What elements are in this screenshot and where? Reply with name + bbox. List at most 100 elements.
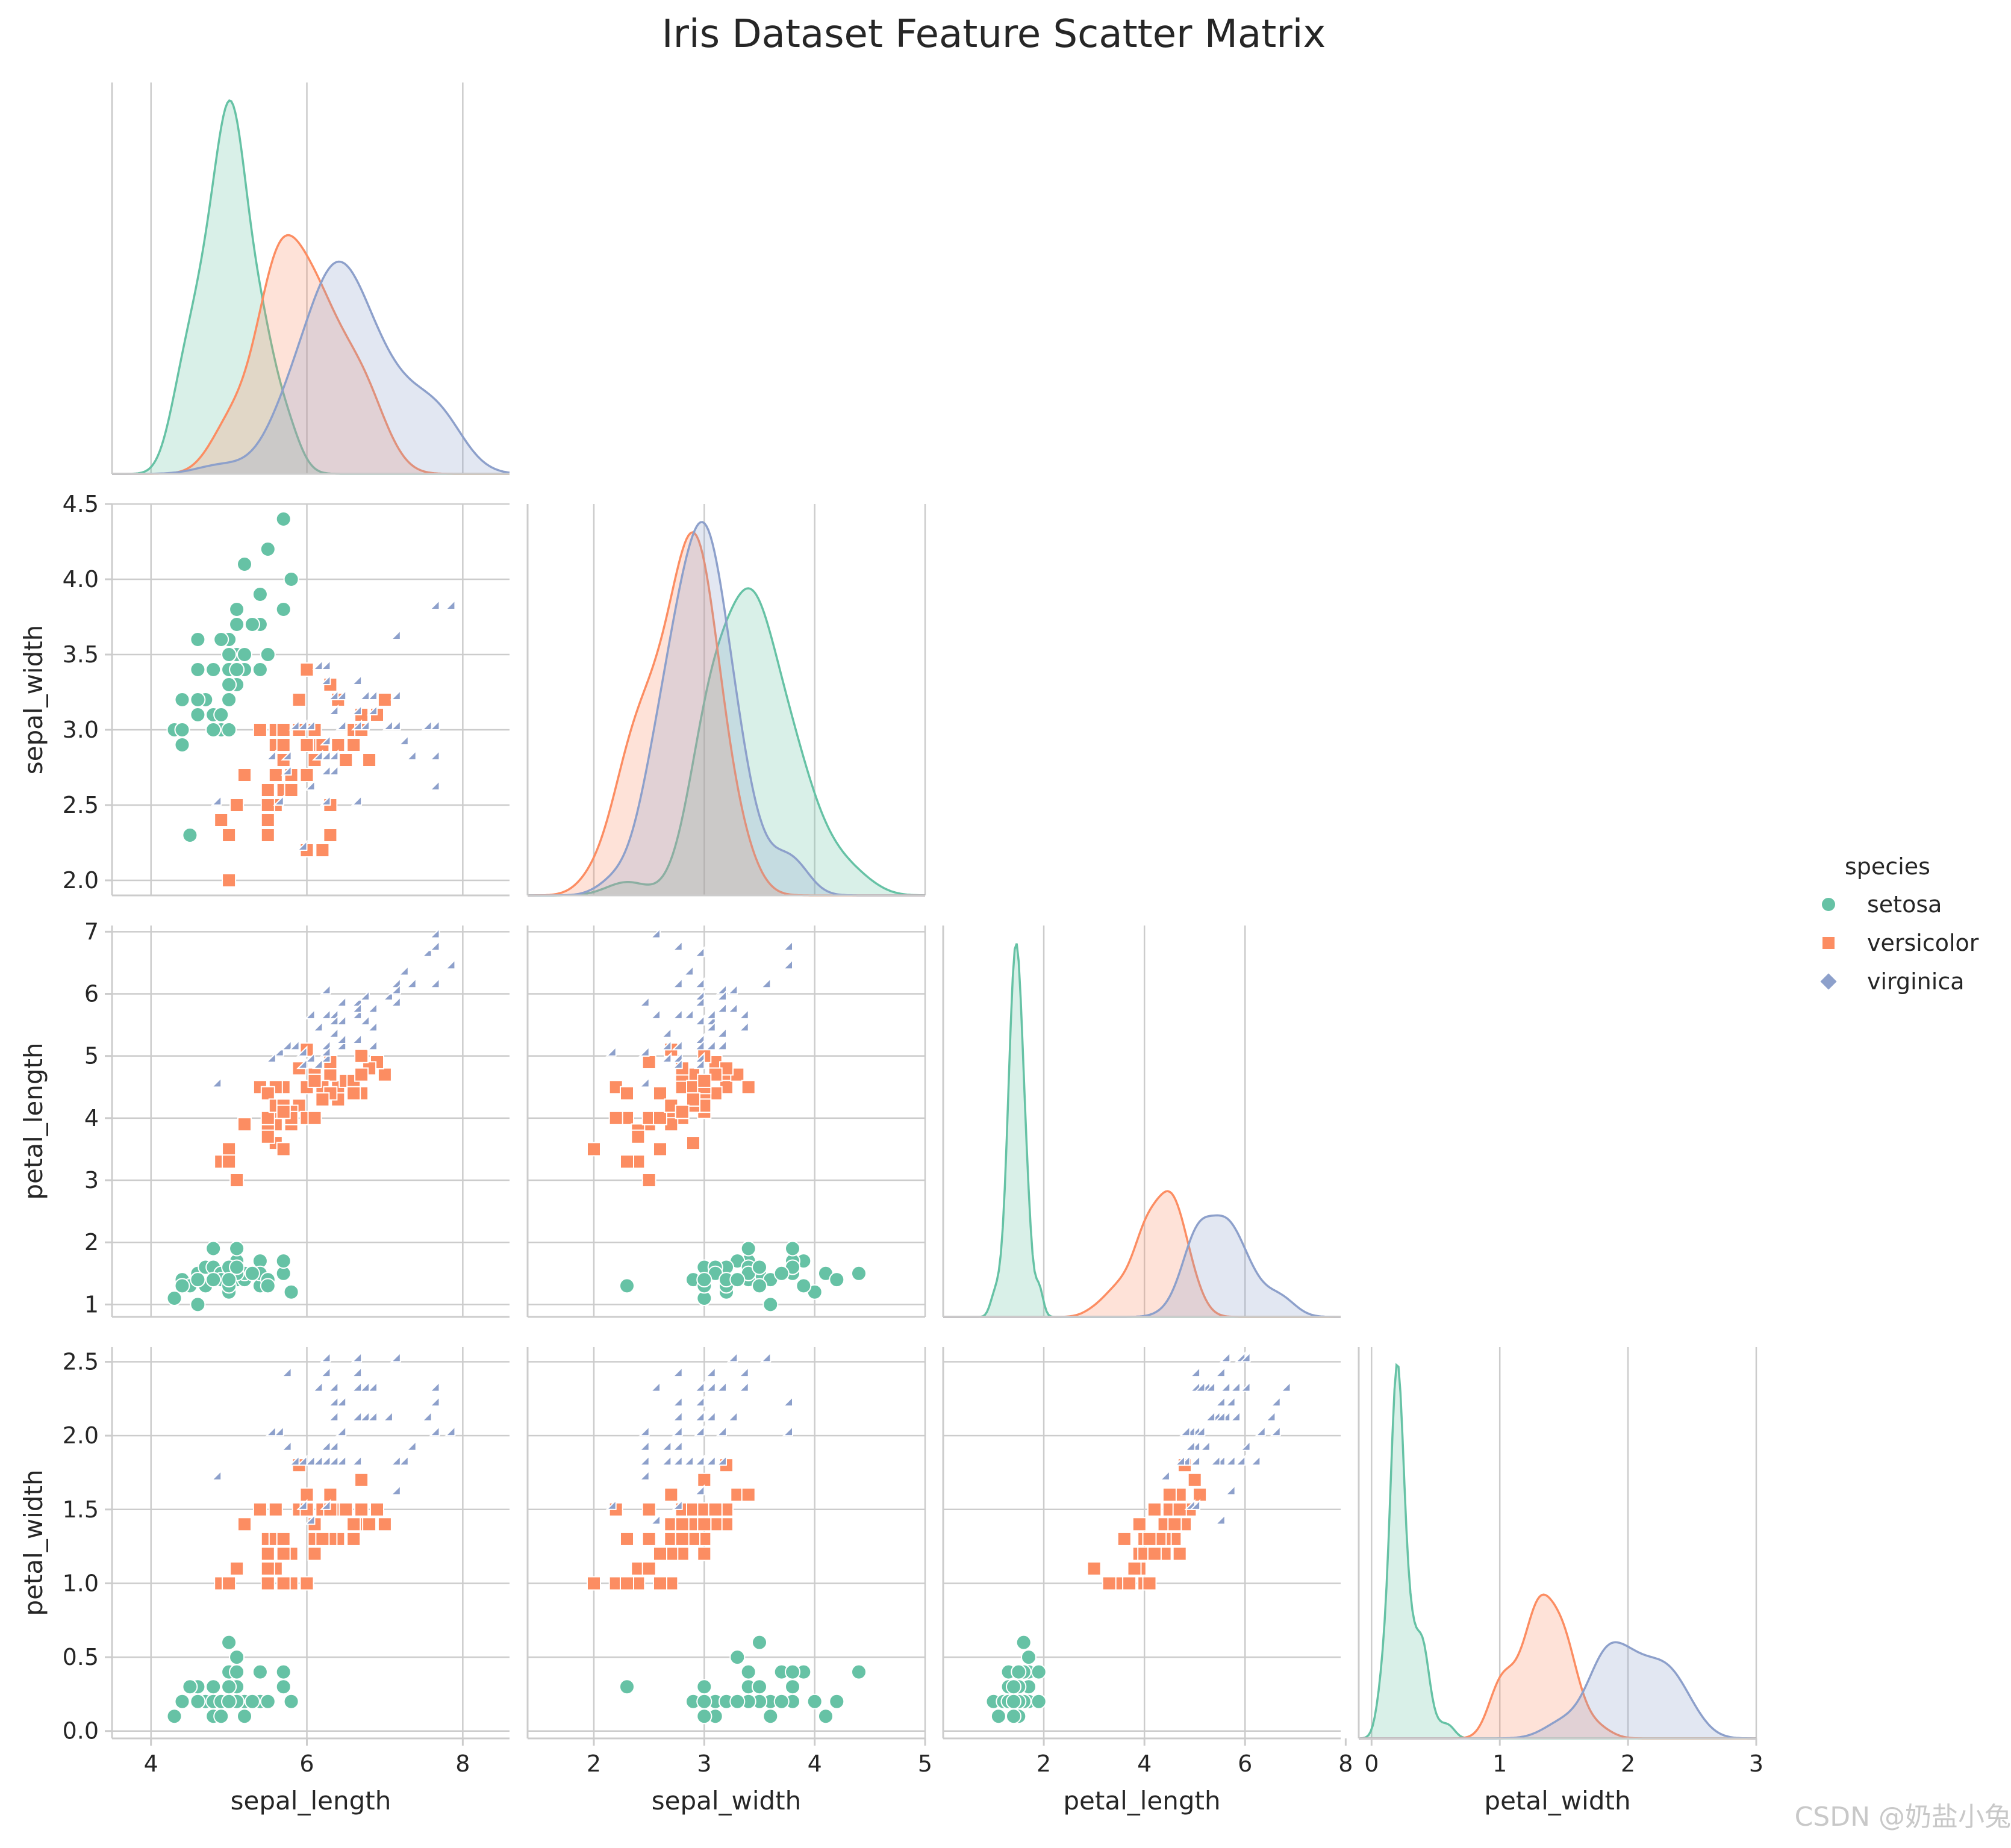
point-setosa [619, 1278, 635, 1294]
point-setosa [229, 662, 245, 677]
point-virginica [660, 1440, 672, 1451]
point-virginica [327, 1410, 339, 1422]
point-versicolor [697, 1073, 712, 1088]
point-virginica [366, 704, 378, 716]
point-virginica [382, 989, 393, 1001]
point-versicolor [299, 1576, 314, 1591]
point-virginica [296, 1454, 308, 1466]
point-setosa [205, 1272, 222, 1288]
point-virginica [693, 1425, 705, 1437]
point-virginica [351, 1033, 363, 1045]
point-virginica [405, 749, 417, 761]
point-setosa [1006, 1679, 1021, 1695]
point-setosa [1006, 1708, 1021, 1725]
point-setosa [762, 1708, 779, 1725]
point-versicolor [675, 1531, 690, 1546]
point-virginica [319, 659, 331, 671]
point-versicolor [237, 1117, 252, 1132]
panel-sepal_length-vs-sepal_length [111, 82, 510, 475]
point-versicolor [686, 1136, 700, 1151]
point-versicolor [276, 1104, 291, 1119]
panel-petal_length-vs-petal_length [942, 926, 1341, 1318]
point-virginica [429, 977, 440, 989]
point-virginica [319, 1351, 331, 1363]
point-versicolor [315, 843, 330, 857]
y-tick-label: 2.0 [63, 1422, 99, 1449]
point-setosa [1030, 1664, 1047, 1680]
y-tick-label: 5 [84, 1043, 99, 1069]
point-versicolor [299, 662, 314, 677]
point-virginica [358, 989, 370, 1001]
kde-line-virginica [112, 260, 510, 475]
point-virginica [705, 1366, 716, 1378]
point-virginica [398, 1454, 409, 1466]
point-versicolor [323, 1067, 338, 1082]
point-setosa [190, 662, 206, 677]
point-virginica [327, 689, 339, 701]
point-virginica [304, 1051, 316, 1063]
point-setosa [283, 571, 299, 587]
point-setosa [275, 602, 292, 617]
point-virginica [672, 1008, 683, 1019]
point-virginica [390, 1484, 401, 1496]
point-versicolor [741, 1487, 756, 1502]
point-versicolor [631, 1129, 646, 1144]
point-setosa [205, 722, 222, 738]
point-virginica [358, 1014, 370, 1026]
point-virginica [210, 1469, 222, 1481]
point-setosa [229, 1240, 245, 1257]
point-versicolor [741, 1080, 756, 1095]
point-virginica [1239, 1351, 1251, 1363]
point-virginica [1214, 1366, 1226, 1378]
point-virginica [351, 1454, 363, 1466]
point-virginica [366, 1381, 378, 1392]
panel-petal_length-vs-sepal_length: 1 2 3 4 5 6 7 petal_length [19, 918, 510, 1318]
point-versicolor [276, 1546, 291, 1561]
point-versicolor [708, 1502, 723, 1517]
y-tick-label: 1.5 [63, 1496, 99, 1523]
point-virginica [311, 1020, 323, 1032]
point-versicolor [331, 738, 346, 752]
panel-petal_width-vs-petal_length: 2 4 6 8 petal_length [942, 1347, 1353, 1815]
point-versicolor [346, 1086, 361, 1101]
x-tick-label: 2 [1037, 1750, 1051, 1777]
point-virginica [444, 1425, 456, 1437]
point-setosa [166, 1290, 182, 1306]
point-versicolor [1147, 1502, 1162, 1517]
point-virginica [716, 1425, 728, 1437]
point-virginica [265, 749, 276, 761]
point-virginica [1229, 1410, 1241, 1422]
point-setosa [1030, 1693, 1047, 1710]
point-virginica [1214, 1395, 1226, 1407]
point-virginica [429, 779, 440, 791]
point-setosa [190, 707, 206, 723]
kde-fill-virginica [112, 261, 510, 474]
point-versicolor [370, 1502, 384, 1517]
point-setosa [818, 1708, 834, 1725]
point-versicolor [653, 1142, 667, 1157]
point-versicolor [299, 1487, 314, 1502]
point-virginica [660, 1039, 672, 1051]
point-setosa [762, 1296, 779, 1313]
point-versicolor [641, 1561, 656, 1576]
point-setosa [237, 1708, 252, 1725]
point-virginica [693, 1454, 705, 1466]
point-virginica [429, 719, 440, 731]
legend-item-setosa: setosa [1821, 891, 1942, 918]
point-virginica [296, 719, 308, 731]
point-versicolor [620, 1576, 634, 1591]
point-virginica [327, 1381, 339, 1392]
point-versicolor [260, 1129, 275, 1144]
point-versicolor [260, 1086, 275, 1101]
point-virginica [1214, 1410, 1226, 1422]
point-virginica [1270, 1395, 1281, 1407]
point-virginica [390, 629, 401, 641]
point-virginica [351, 1381, 363, 1392]
point-virginica [265, 1425, 276, 1437]
point-virginica [390, 1351, 401, 1363]
point-virginica [1255, 1425, 1266, 1437]
x-axis-label-petal_length: petal_length [1063, 1786, 1220, 1815]
point-virginica [1224, 1484, 1236, 1496]
point-virginica [638, 1425, 650, 1437]
point-setosa [696, 1693, 712, 1710]
